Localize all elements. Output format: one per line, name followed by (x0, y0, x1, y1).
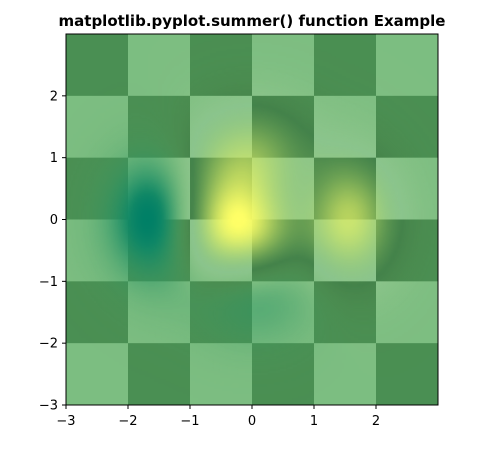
chart-title: matplotlib.pyplot.summer() function Exam… (59, 12, 446, 30)
function-heatmap-image (66, 34, 438, 405)
y-tick-label: 1 (50, 151, 58, 166)
x-tick-label: 2 (372, 414, 380, 429)
x-tick-label: −3 (56, 414, 75, 429)
x-axis: −3 −2 −1 0 1 2 (56, 405, 380, 429)
y-tick-label: 2 (50, 89, 58, 104)
y-tick-label: −2 (39, 337, 58, 352)
y-tick-label: −1 (39, 275, 58, 290)
x-tick-label: 1 (310, 414, 318, 429)
y-tick-label: −3 (39, 399, 58, 414)
x-tick-label: −1 (180, 414, 199, 429)
x-tick-label: −2 (118, 414, 137, 429)
y-axis: −3 −2 −1 0 1 2 (39, 89, 66, 414)
x-tick-label: 0 (248, 414, 256, 429)
plot-area (66, 34, 439, 406)
y-tick-label: 0 (50, 213, 58, 228)
